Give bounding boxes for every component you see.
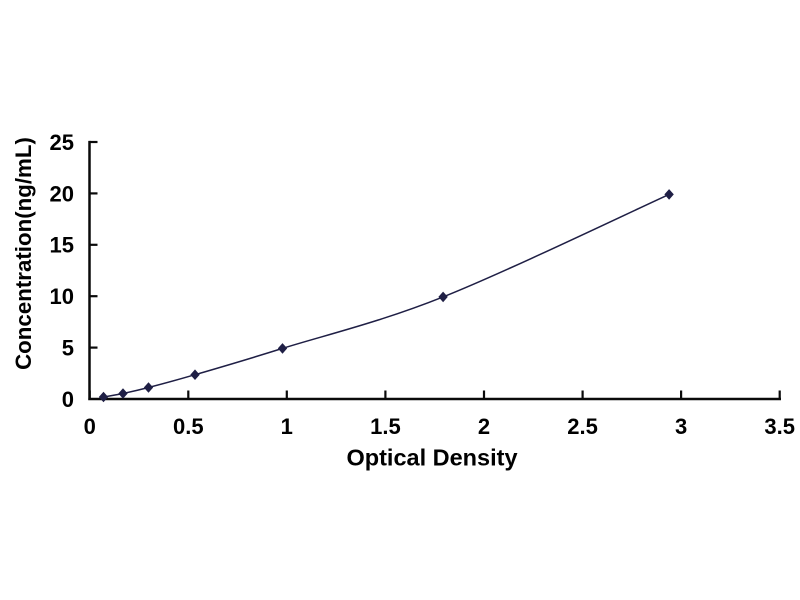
svg-text:Concentration(ng/mL): Concentration(ng/mL) xyxy=(11,137,36,370)
svg-text:5: 5 xyxy=(62,336,74,361)
svg-text:0.5: 0.5 xyxy=(173,414,204,439)
svg-text:0: 0 xyxy=(84,414,96,439)
svg-text:0: 0 xyxy=(62,387,74,412)
svg-text:3: 3 xyxy=(675,414,687,439)
svg-text:25: 25 xyxy=(50,130,74,155)
svg-text:10: 10 xyxy=(50,284,74,309)
svg-text:Optical Density: Optical Density xyxy=(346,445,517,471)
svg-text:1.5: 1.5 xyxy=(370,414,401,439)
svg-text:1: 1 xyxy=(281,414,293,439)
svg-text:2.5: 2.5 xyxy=(567,414,598,439)
svg-text:15: 15 xyxy=(50,233,74,258)
svg-text:2: 2 xyxy=(478,414,490,439)
svg-text:3.5: 3.5 xyxy=(764,414,795,439)
svg-text:20: 20 xyxy=(50,181,74,206)
